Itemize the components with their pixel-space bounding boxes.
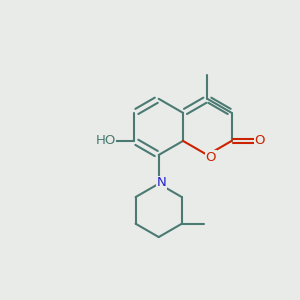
- Text: O: O: [254, 134, 265, 147]
- Text: O: O: [206, 151, 216, 164]
- Text: N: N: [157, 176, 166, 189]
- Text: HO: HO: [95, 134, 116, 147]
